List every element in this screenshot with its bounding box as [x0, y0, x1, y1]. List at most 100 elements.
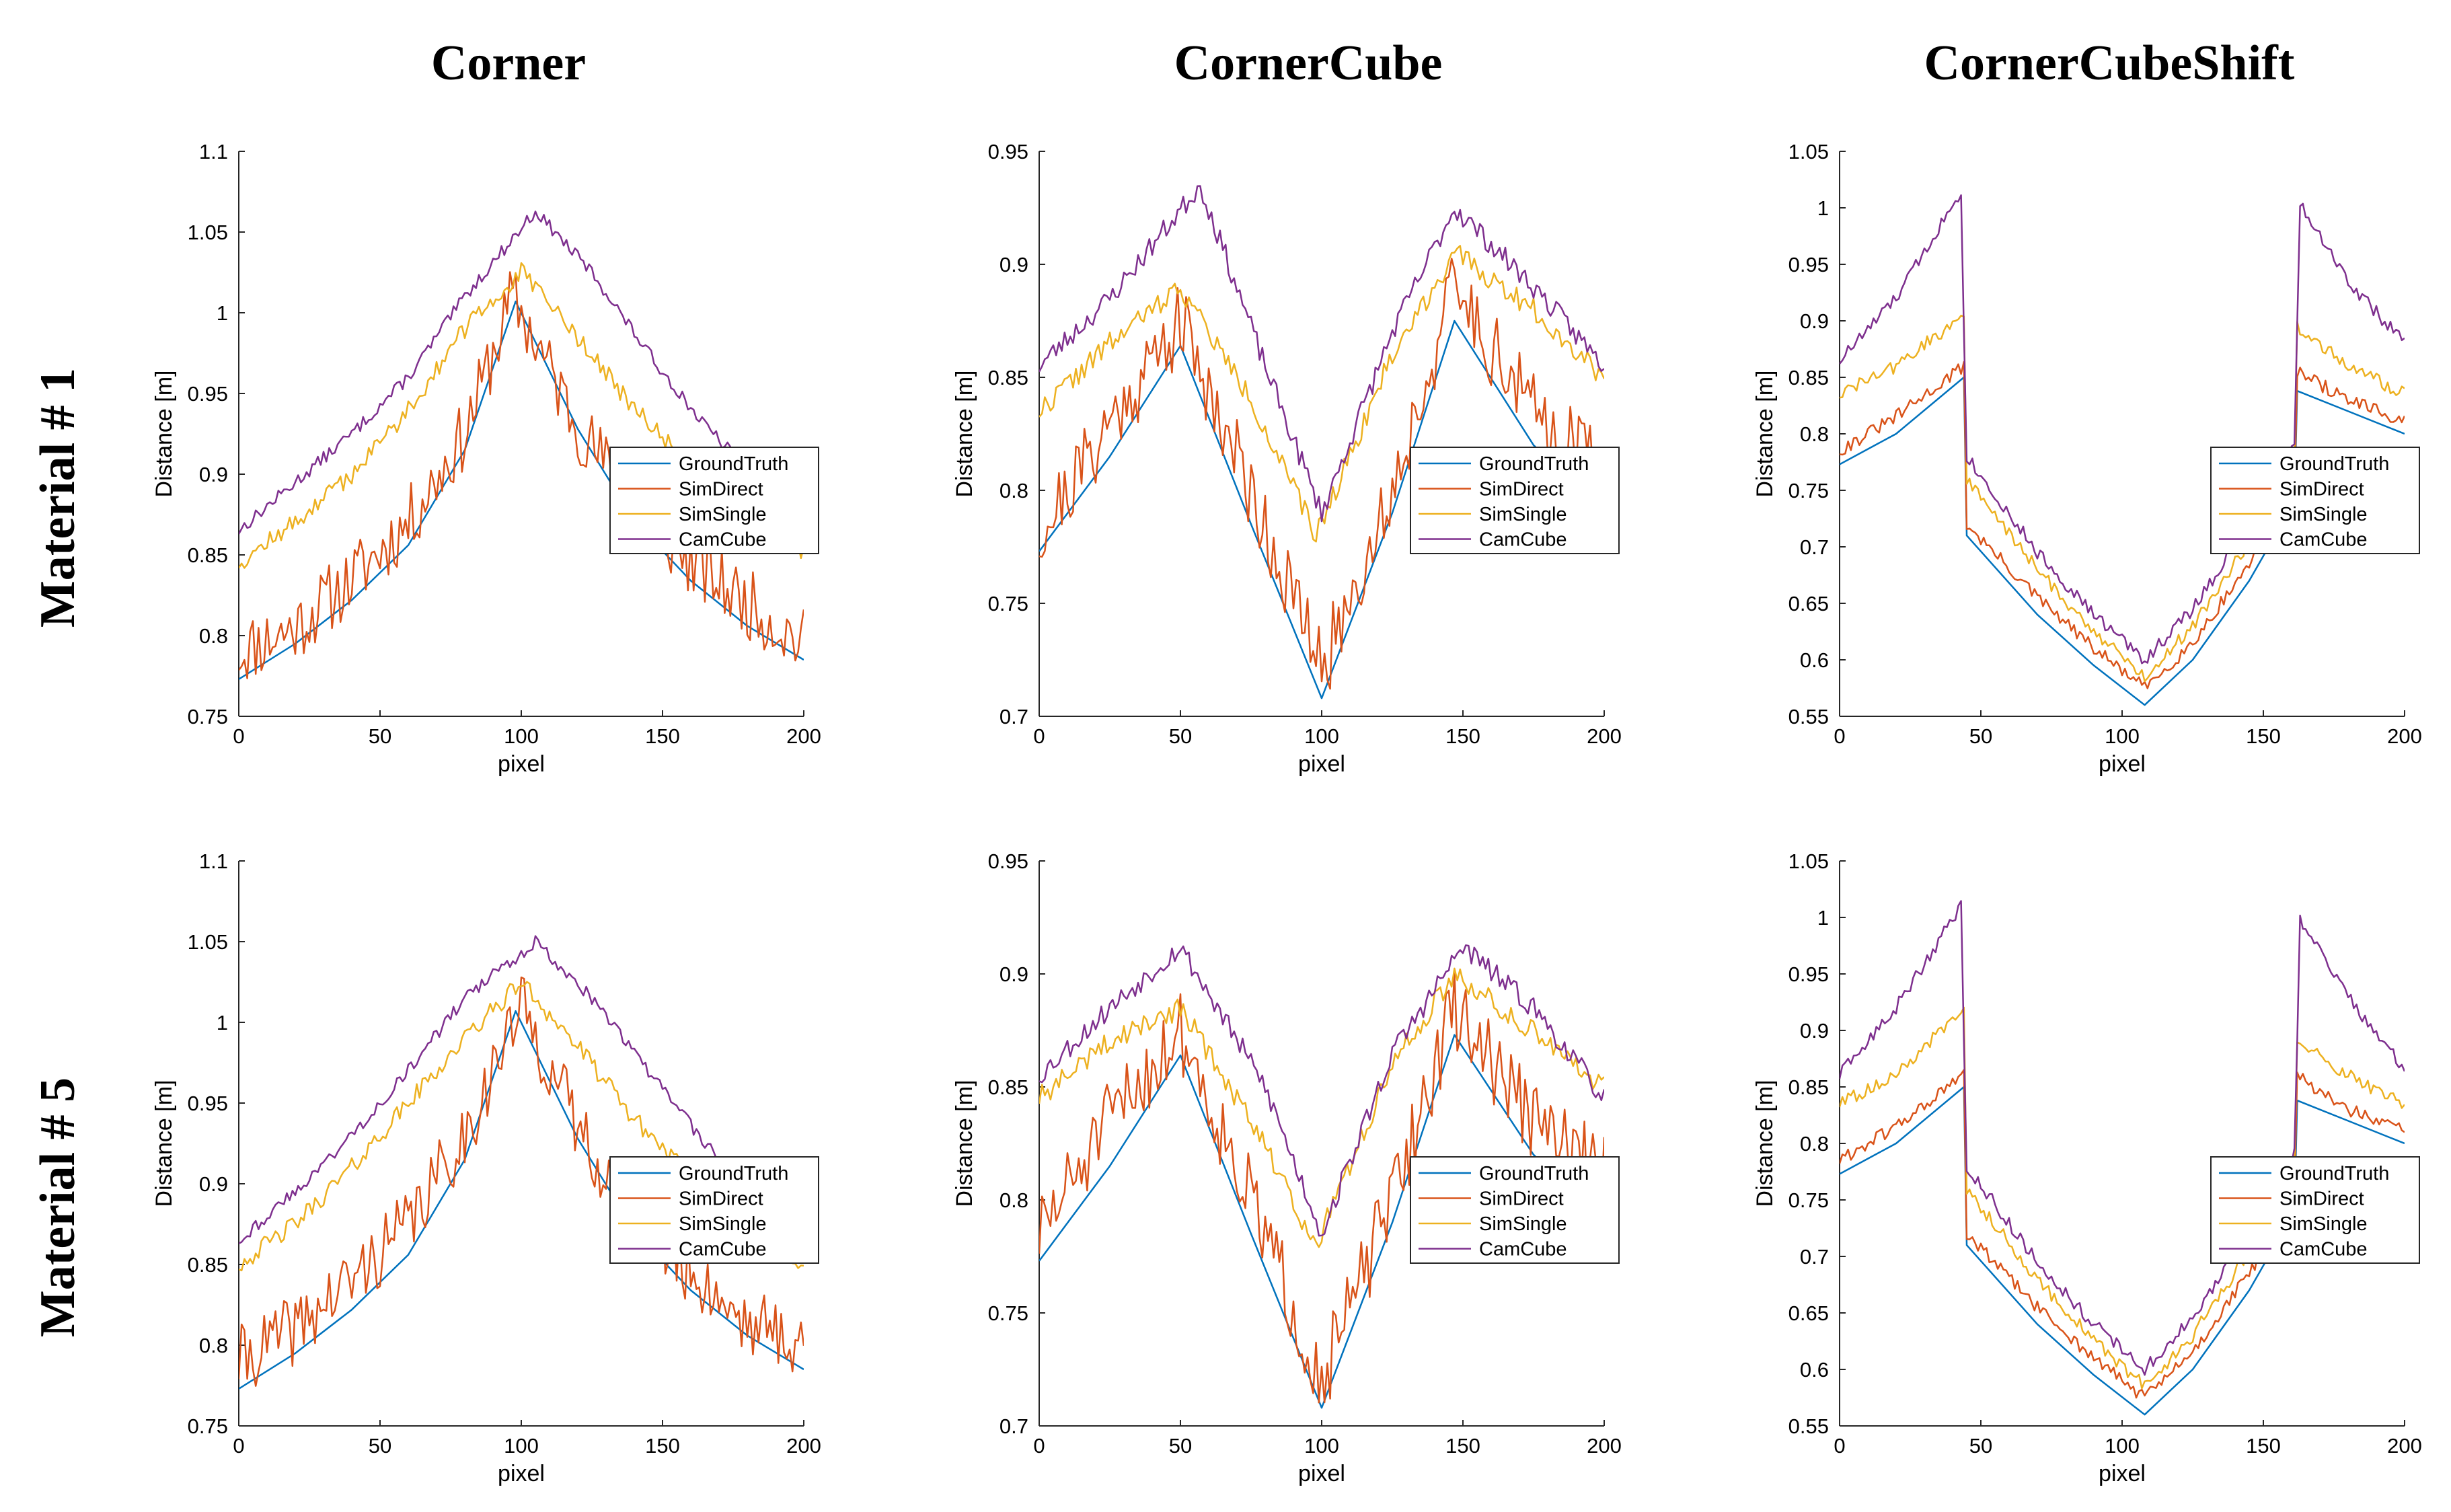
y-tick-label: 0.85	[988, 1075, 1028, 1099]
y-tick-label: 1	[1817, 196, 1829, 220]
x-tick-label: 50	[1169, 724, 1192, 748]
series-line-simdirect	[1039, 971, 1604, 1404]
series-line-camcube	[1039, 185, 1604, 523]
series-line-camcube	[1039, 944, 1604, 1237]
y-tick-label: 0.85	[1788, 1075, 1829, 1099]
x-tick-label: 200	[2387, 1434, 2422, 1458]
x-tick-label: 50	[1969, 1434, 1992, 1458]
series-line-camcube	[239, 935, 804, 1244]
legend-box	[609, 447, 819, 554]
x-tick-label: 100	[1304, 1434, 1339, 1458]
x-tick-label: 200	[786, 1434, 821, 1458]
x-tick-label: 200	[1587, 1434, 1622, 1458]
series-line-camcube	[1840, 900, 2405, 1376]
y-tick-label: 0.95	[1788, 253, 1829, 276]
x-tick-label: 200	[1587, 724, 1622, 748]
legend-label-simsingle: SimSingle	[679, 1213, 767, 1235]
y-tick-label: 0.65	[1788, 1301, 1829, 1325]
x-tick-label: 50	[1969, 724, 1992, 748]
y-tick-label: 0.8	[1000, 479, 1028, 502]
y-tick-label: 0.8	[1000, 1188, 1028, 1212]
series-line-simdirect	[1840, 361, 2405, 689]
y-tick-label: 0.85	[188, 1253, 228, 1277]
legend-label-camcube: CamCube	[2279, 1239, 2368, 1260]
y-tick-label: 0.9	[1800, 1019, 1829, 1043]
plot-cornercubeshift-material-1: 0 50 100 150 200 0.55 0.6 0.65 0.7 0.75 0.8 0.85 0.9…	[1752, 140, 2422, 777]
x-tick-label: 100	[1304, 724, 1339, 748]
column-title-cornercubeshift: CornerCubeShift	[1924, 36, 2295, 91]
y-tick-label: 0.65	[1788, 592, 1829, 615]
x-axis-label: pixel	[498, 751, 545, 777]
y-tick-label: 0.8	[1800, 1132, 1829, 1156]
x-tick-label: 100	[504, 1434, 539, 1458]
x-tick-label: 150	[1445, 724, 1480, 748]
x-tick-label: 0	[233, 1434, 244, 1458]
x-axis-label: pixel	[1298, 1461, 1345, 1486]
x-tick-label: 200	[2387, 724, 2422, 748]
series-line-simdirect	[1840, 1069, 2405, 1399]
legend-label-simsingle: SimSingle	[2279, 1213, 2368, 1235]
legend-label-simsingle: SimSingle	[1479, 504, 1567, 525]
x-tick-label: 100	[504, 724, 539, 748]
y-tick-label: 1.05	[1788, 849, 1829, 873]
y-tick-label: 0.6	[1800, 1358, 1829, 1382]
x-tick-label: 0	[1834, 1434, 1845, 1458]
legend-box	[2210, 1156, 2420, 1264]
series-line-simdirect	[1039, 258, 1604, 690]
legend-label-camcube: CamCube	[2279, 529, 2368, 551]
legend-box	[609, 1156, 819, 1264]
y-tick-label: 1.1	[199, 140, 228, 163]
series-line-simsingle	[1039, 967, 1604, 1248]
y-tick-label: 0.9	[1000, 962, 1028, 986]
plot-cornercube-material-5: 0 50 100 150 200 0.7 0.75 0.8 0.85 0.9 0.95 pixel Di…	[952, 849, 1622, 1486]
legend-label-simsingle: SimSingle	[679, 504, 767, 525]
column-title-corner: Corner	[431, 36, 586, 91]
x-tick-label: 150	[645, 724, 680, 748]
y-tick-label: 0.75	[188, 1414, 228, 1438]
y-tick-label: 0.95	[988, 849, 1028, 873]
x-tick-label: 150	[1445, 1434, 1480, 1458]
plot-cornercubeshift-material-5: 0 50 100 150 200 0.55 0.6 0.65 0.7 0.75 0.8 0.85 0.9…	[1752, 849, 2422, 1486]
y-tick-label: 0.75	[988, 1301, 1028, 1325]
y-axis-label: Distance [m]	[151, 1080, 177, 1207]
y-tick-label: 0.9	[1000, 253, 1028, 276]
legend-label-groundtruth: GroundTruth	[2279, 1163, 2389, 1184]
y-tick-label: 1	[217, 301, 228, 325]
y-tick-label: 0.75	[1788, 1188, 1829, 1212]
series-line-simdirect	[239, 976, 804, 1387]
plot-corner-material-1: 0 50 100 150 200 0.75 0.8 0.85 0.9 0.95 1 1.05 1.1 pi…	[151, 140, 821, 777]
y-tick-label: 0.7	[1000, 1414, 1028, 1438]
x-tick-label: 100	[2105, 724, 2140, 748]
x-tick-label: 50	[369, 724, 391, 748]
legend-box	[1410, 447, 1620, 554]
legend-label-groundtruth: GroundTruth	[1479, 453, 1589, 475]
legend-box	[2210, 447, 2420, 554]
plot-corner-material-5: 0 50 100 150 200 0.75 0.8 0.85 0.9 0.95 1 1.05 1.1 pi…	[151, 849, 821, 1486]
y-axis-label: Distance [m]	[151, 371, 177, 498]
y-tick-label: 0.95	[188, 382, 228, 406]
x-axis-label: pixel	[498, 1461, 545, 1486]
x-tick-label: 50	[369, 1434, 391, 1458]
y-tick-label: 0.55	[1788, 1414, 1829, 1438]
legend-label-simdirect: SimDirect	[2279, 1188, 2364, 1210]
legend-label-simdirect: SimDirect	[1479, 1188, 1564, 1210]
column-title-cornercube: CornerCube	[1174, 36, 1443, 91]
y-tick-label: 0.9	[199, 1172, 228, 1196]
y-tick-label: 0.75	[988, 592, 1028, 615]
x-tick-label: 100	[2105, 1434, 2140, 1458]
series-line-camcube	[1840, 194, 2405, 665]
y-tick-label: 0.8	[1800, 422, 1829, 446]
x-tick-label: 0	[1834, 724, 1845, 748]
y-tick-label: 0.7	[1800, 535, 1829, 559]
y-tick-label: 0.95	[988, 140, 1028, 163]
legend-label-simsingle: SimSingle	[1479, 1213, 1567, 1235]
y-tick-label: 0.7	[1000, 705, 1028, 728]
y-tick-label: 1.1	[199, 849, 228, 873]
legend-label-camcube: CamCube	[679, 1239, 767, 1260]
legend-label-camcube: CamCube	[679, 529, 767, 551]
row-title-material-5: Material # 5	[30, 1078, 85, 1337]
y-tick-label: 0.8	[199, 624, 228, 648]
y-axis-label: Distance [m]	[1752, 371, 1778, 498]
y-tick-label: 0.9	[199, 463, 228, 486]
